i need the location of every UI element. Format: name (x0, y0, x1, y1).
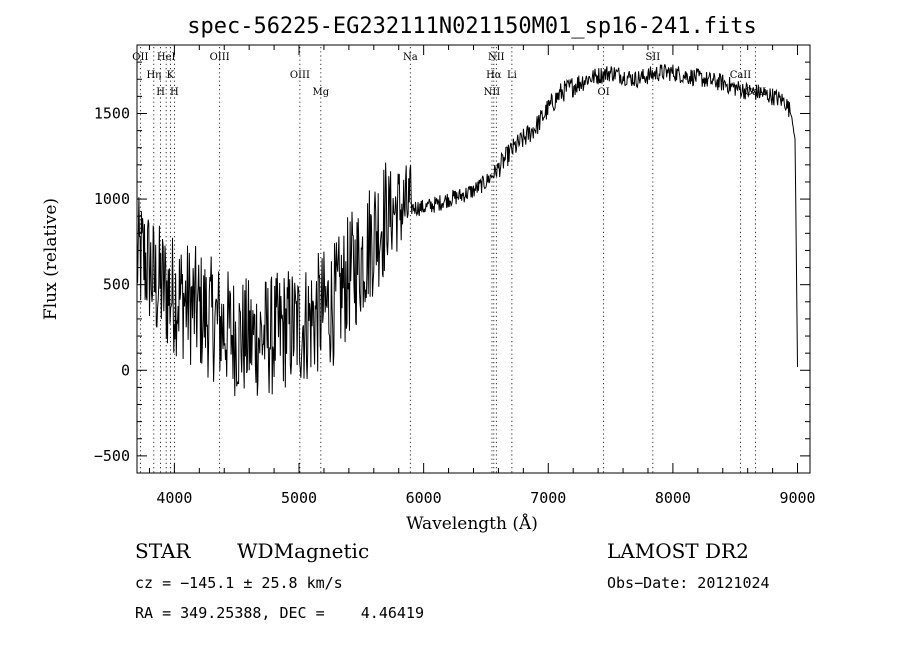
spectrum-line (136, 64, 798, 397)
line-marker-label: Hα (486, 70, 502, 81)
obs-date: Obs−Date: 20121024 (607, 574, 770, 592)
x-tick-labels: 4000 5000 6000 7000 8000 9000 (156, 489, 815, 507)
line-marker-label: NII (484, 87, 501, 98)
line-marker-label: Li (507, 70, 517, 81)
x-tick-label: 4000 (156, 489, 192, 507)
axis-ticks (137, 45, 810, 473)
coordinates: RA = 349.25388, DEC = 4.46419 (135, 604, 424, 622)
spectrum-series (136, 64, 798, 397)
line-marker-label: Na (403, 52, 418, 63)
line-marker-label: Hη (146, 70, 161, 81)
line-marker-label: NII (488, 52, 505, 63)
line-marker-label: CaII (730, 70, 752, 81)
survey-name: LAMOST DR2 (607, 539, 749, 563)
x-tick-label: 7000 (530, 489, 566, 507)
object-subclass: WDMagnetic (237, 539, 370, 563)
line-marker-label: OII (132, 52, 148, 63)
line-marker-label: H (156, 87, 165, 98)
y-tick-label: 0 (121, 361, 130, 379)
line-marker-label: Mg (313, 87, 330, 98)
line-marker-label: OI (598, 87, 610, 98)
line-marker-label: K (167, 70, 175, 81)
line-marker-label: OIII (210, 52, 230, 63)
line-marker-label: HeI (157, 52, 176, 63)
line-marker-label: OIII (290, 70, 310, 81)
x-tick-label: 8000 (655, 489, 691, 507)
x-axis-label: Wavelength (Å) (406, 513, 538, 534)
y-tick-label: 500 (103, 276, 130, 294)
y-tick-label: 1000 (94, 190, 130, 208)
object-class: STAR (135, 539, 191, 563)
line-marker-label: H (170, 87, 179, 98)
y-tick-labels: −500 0 500 1000 1500 (94, 104, 130, 464)
y-tick-label: −500 (94, 447, 130, 465)
plot-frame (136, 44, 811, 474)
y-tick-label: 1500 (94, 104, 130, 122)
x-tick-label: 9000 (779, 489, 815, 507)
redshift-line: cz = −145.1 ± 25.8 km/s (135, 574, 343, 592)
y-axis-label: Flux (relative) (41, 198, 61, 320)
line-marker-label: SII (645, 52, 660, 63)
x-tick-label: 5000 (281, 489, 317, 507)
x-tick-label: 6000 (406, 489, 442, 507)
chart-title: spec-56225-EG232111N021150M01_sp16-241.f… (187, 14, 757, 39)
spectral-line-markers: OIIHηHHeIKHOIIIOIIIMgNaHαNIINIILiOISIICa… (132, 47, 766, 473)
